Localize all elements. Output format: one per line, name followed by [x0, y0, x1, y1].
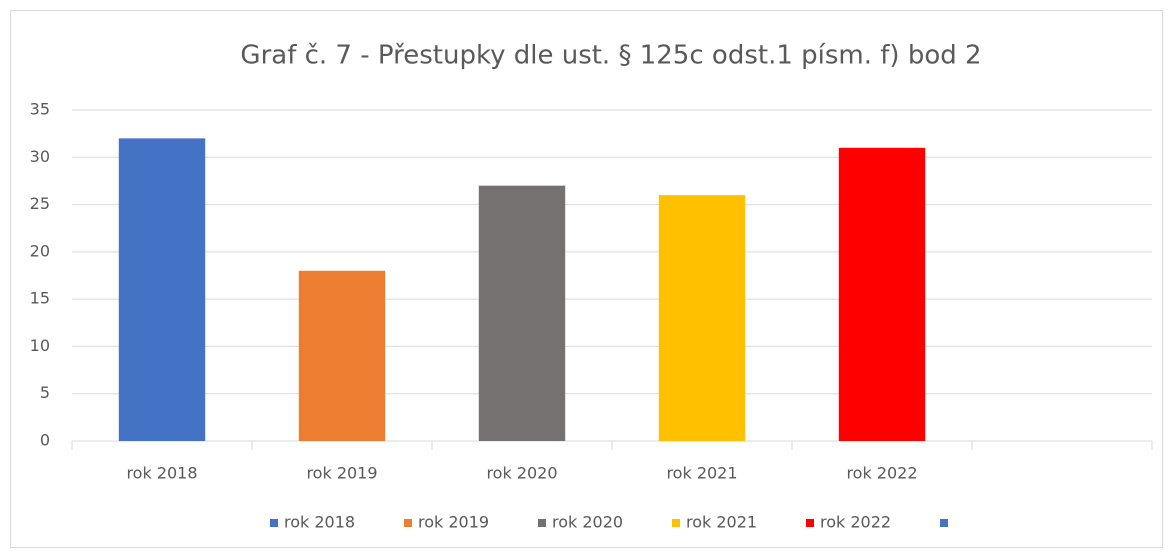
- y-tick-label: 20: [30, 241, 50, 260]
- y-tick-label: 25: [30, 194, 50, 213]
- legend-swatch: [806, 519, 814, 527]
- legend-swatch: [672, 519, 680, 527]
- y-tick-label: 10: [30, 336, 50, 355]
- legend-label: rok 2022: [820, 513, 891, 532]
- bar: [658, 195, 746, 441]
- bar: [838, 147, 926, 442]
- legend-swatch: [538, 519, 546, 527]
- legend-swatch: [404, 519, 412, 527]
- legend-label: rok 2021: [686, 513, 757, 532]
- y-tick-label: 30: [30, 147, 50, 166]
- y-tick-label: 35: [30, 100, 50, 119]
- y-tick-label: 0: [40, 431, 50, 450]
- x-tick-label: rok 2020: [486, 464, 557, 483]
- x-tick-label: rok 2021: [666, 464, 737, 483]
- y-tick-label: 5: [40, 383, 50, 402]
- chart-title: Graf č. 7 - Přestupky dle ust. § 125c od…: [240, 41, 981, 71]
- legend-label: rok 2018: [284, 513, 355, 532]
- y-tick-label: 15: [30, 289, 50, 308]
- bar: [118, 138, 206, 441]
- bar: [298, 270, 386, 441]
- legend-label: rok 2020: [552, 513, 623, 532]
- bar: [478, 185, 566, 441]
- x-tick-label: rok 2019: [306, 464, 377, 483]
- legend-label: rok 2019: [418, 513, 489, 532]
- legend-swatch: [270, 519, 278, 527]
- legend-swatch: [940, 519, 948, 527]
- x-tick-label: rok 2018: [126, 464, 197, 483]
- x-tick-label: rok 2022: [846, 464, 917, 483]
